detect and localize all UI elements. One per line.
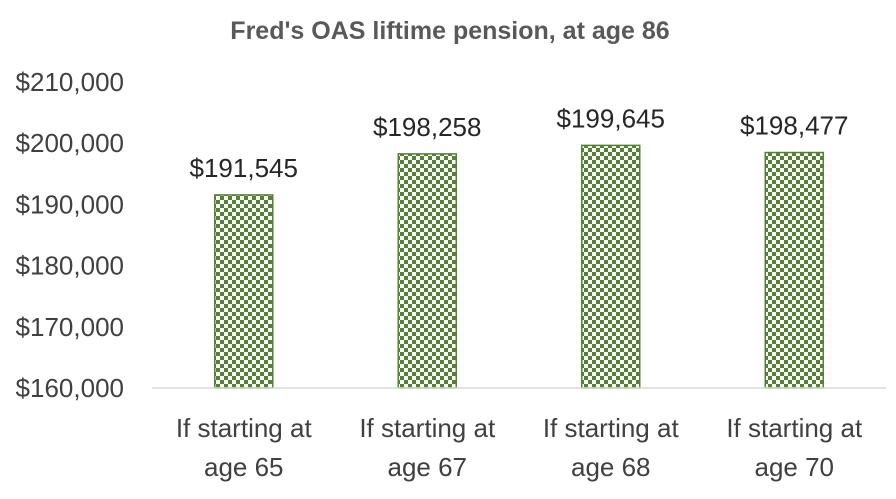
bar [397,153,457,389]
y-axis-ticks: $160,000 $170,000 $180,000 $190,000 $200,000… [16,67,124,403]
bar [764,151,824,389]
x-tick-label: If starting at [176,413,313,443]
y-tick-label: $210,000 [16,67,124,97]
bars [214,144,824,389]
data-label: $198,477 [740,111,848,141]
x-tick-label: age 65 [204,452,284,482]
data-label: $199,645 [557,103,665,133]
x-axis-ticks: If starting at age 65 If starting at age 67… [176,413,863,482]
bar [214,194,274,389]
bar [581,144,641,389]
y-tick-label: $160,000 [16,373,124,403]
x-tick-label: age 68 [571,452,651,482]
y-tick-label: $190,000 [16,189,124,219]
chart-title: Fred's OAS liftime pension, at age 86 [230,17,669,45]
y-tick-label: $170,000 [16,312,124,342]
x-tick-label: If starting at [543,413,680,443]
data-labels: $191,545 $198,258 $199,645 $198,477 [190,103,849,183]
y-tick-label: $200,000 [16,128,124,158]
x-tick-label: If starting at [726,413,863,443]
data-label: $191,545 [190,153,298,183]
x-tick-label: If starting at [359,413,496,443]
y-tick-label: $180,000 [16,251,124,281]
x-tick-label: age 67 [387,452,467,482]
x-tick-label: age 70 [754,452,834,482]
data-label: $198,258 [373,112,481,142]
